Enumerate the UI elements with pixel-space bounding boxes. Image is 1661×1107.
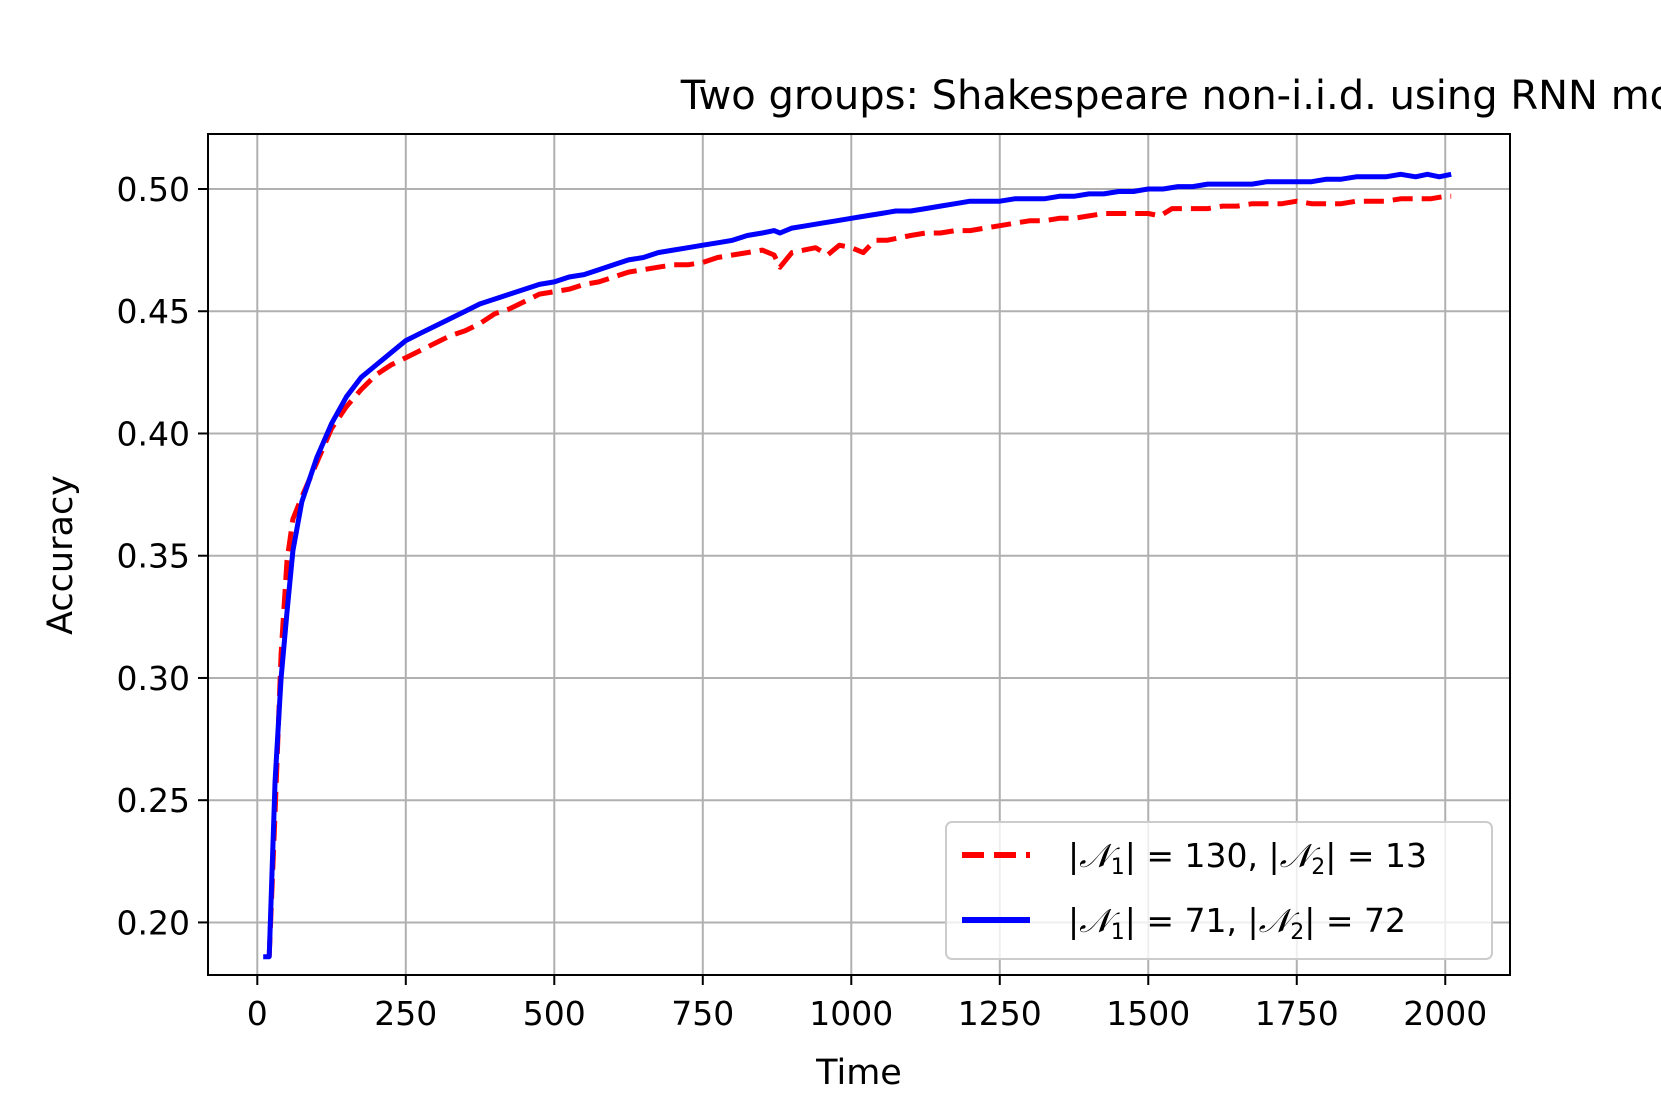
series-line-1 [266, 193, 1452, 957]
y-tick-label: 0.50 [117, 170, 190, 209]
x-tick-label: 750 [671, 994, 734, 1033]
chart-title: Two groups: Shakespeare non-i.i.d. using… [680, 73, 1661, 119]
y-axis: 0.20 0.25 0.30 0.35 0.40 0.45 0.50 [117, 170, 208, 942]
y-tick-label: 0.40 [117, 414, 190, 453]
legend-value-n2-series-1: 13 [1385, 836, 1427, 875]
legend: |𝒩1| = 130, |𝒩2| = 13 |𝒩1| = 71, |𝒩2| = … [945, 821, 1493, 960]
y-tick-label: 0.45 [117, 292, 190, 331]
x-tick-label: 250 [374, 994, 437, 1033]
legend-box [945, 821, 1493, 960]
plot-frame [207, 133, 1511, 976]
y-tick-label: 0.35 [117, 537, 190, 576]
x-tick-label: 1250 [958, 994, 1042, 1033]
series-line-2 [263, 171, 1452, 960]
x-tick-label: 0 [247, 994, 268, 1033]
x-tick-label: 1500 [1106, 994, 1190, 1033]
legend-label-series-1: |𝒩1| = 130, |𝒩2| = 13 [1068, 836, 1427, 880]
y-tick-label: 0.25 [117, 781, 190, 820]
legend-value-n1-series-2: 71 [1185, 901, 1227, 940]
legend-value-n2-series-2: 72 [1364, 901, 1406, 940]
x-tick-label: 1000 [809, 994, 893, 1033]
x-tick-label: 500 [523, 994, 586, 1033]
y-axis-label: Accuracy [41, 475, 81, 635]
legend-label-series-2: |𝒩1| = 71, |𝒩2| = 72 [1068, 901, 1406, 945]
series-layer [263, 171, 1452, 960]
legend-value-n1-series-1: 130 [1185, 836, 1248, 875]
y-tick-label: 0.30 [117, 659, 190, 698]
x-axis-label: Time [815, 1053, 902, 1093]
x-tick-label: 1750 [1255, 994, 1339, 1033]
y-tick-label: 0.20 [117, 903, 190, 942]
x-tick-label: 2000 [1403, 994, 1487, 1033]
x-axis: 0 250 500 750 1000 1250 1500 1750 2000 [247, 975, 1487, 1033]
